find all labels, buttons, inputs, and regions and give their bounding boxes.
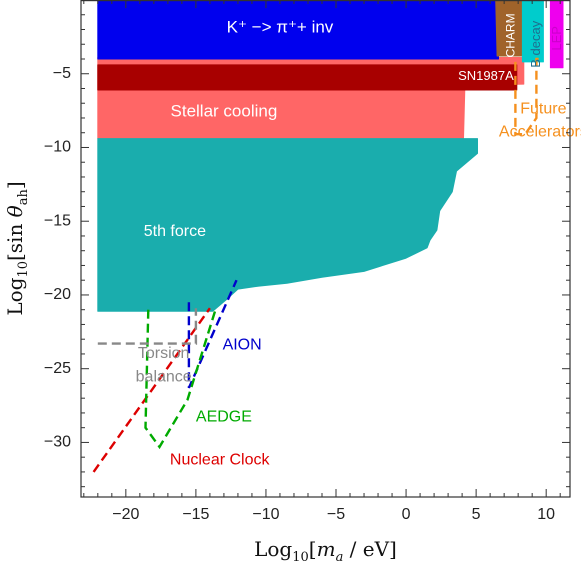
exclusion-regions	[97, 0, 564, 312]
aion-curve	[187, 279, 238, 389]
x-tick-label: 0	[402, 506, 411, 523]
x-tick-label: −15	[182, 506, 209, 523]
aedge-label: AEDGE	[196, 409, 252, 426]
y-tick-label: −5	[53, 65, 71, 82]
nuclear-clock-curve	[92, 307, 211, 473]
torsion-balance-label: Torsion balance	[136, 345, 192, 385]
y-tick-label: −25	[44, 360, 71, 377]
x-axis-title: Log10[ma / eV]	[254, 537, 397, 565]
plot-frame	[80, 0, 571, 498]
y-tick-label: −30	[44, 434, 71, 451]
projection-curves	[92, 57, 544, 473]
b-decay-label: B decay	[528, 20, 543, 67]
fifth-force-label: 5th force	[144, 223, 206, 240]
lep-region	[549, 0, 564, 69]
stellar-cooling-label: Stellar cooling	[171, 102, 278, 121]
kaon-label: K⁺ −> π⁺+ inv	[227, 18, 334, 37]
x-tick-label: 10	[537, 506, 555, 523]
region-labels: K⁺ −> π⁺+ inv CHARM B decay LEP Stellar cool…	[136, 13, 581, 468]
charm-label: CHARM	[503, 13, 517, 57]
y-tick-label: −10	[44, 139, 71, 156]
x-tick-label: 5	[472, 506, 481, 523]
fifth-force-region	[97, 138, 478, 312]
sn1987a-region	[97, 64, 518, 91]
future-accelerators-curve	[514, 57, 544, 136]
x-tick-label: −20	[112, 506, 139, 523]
x-tick-label: −10	[252, 506, 279, 523]
future-accelerators-label: Future Accelerators	[499, 101, 581, 141]
y-tick-label: −20	[44, 286, 71, 303]
aion-label: AION	[223, 336, 262, 353]
torsion-balance-curve	[97, 308, 198, 345]
lep-label: LEP	[549, 26, 564, 51]
aedge-curve	[144, 309, 217, 450]
axis-ticks: −20 −15 −10 −5 0 5 10 −5 −10 −15 −20 −25 −30	[44, 0, 570, 523]
kaon-region	[97, 0, 499, 60]
x-tick-label: −5	[327, 506, 345, 523]
y-axis-title: Log10[sin θah]	[3, 181, 31, 315]
sn1987a-label: SN1987A	[458, 68, 514, 83]
y-tick-label: −15	[44, 212, 71, 229]
nuclear-clock-label: Nuclear Clock	[170, 451, 271, 468]
b-decay-region	[521, 0, 544, 63]
